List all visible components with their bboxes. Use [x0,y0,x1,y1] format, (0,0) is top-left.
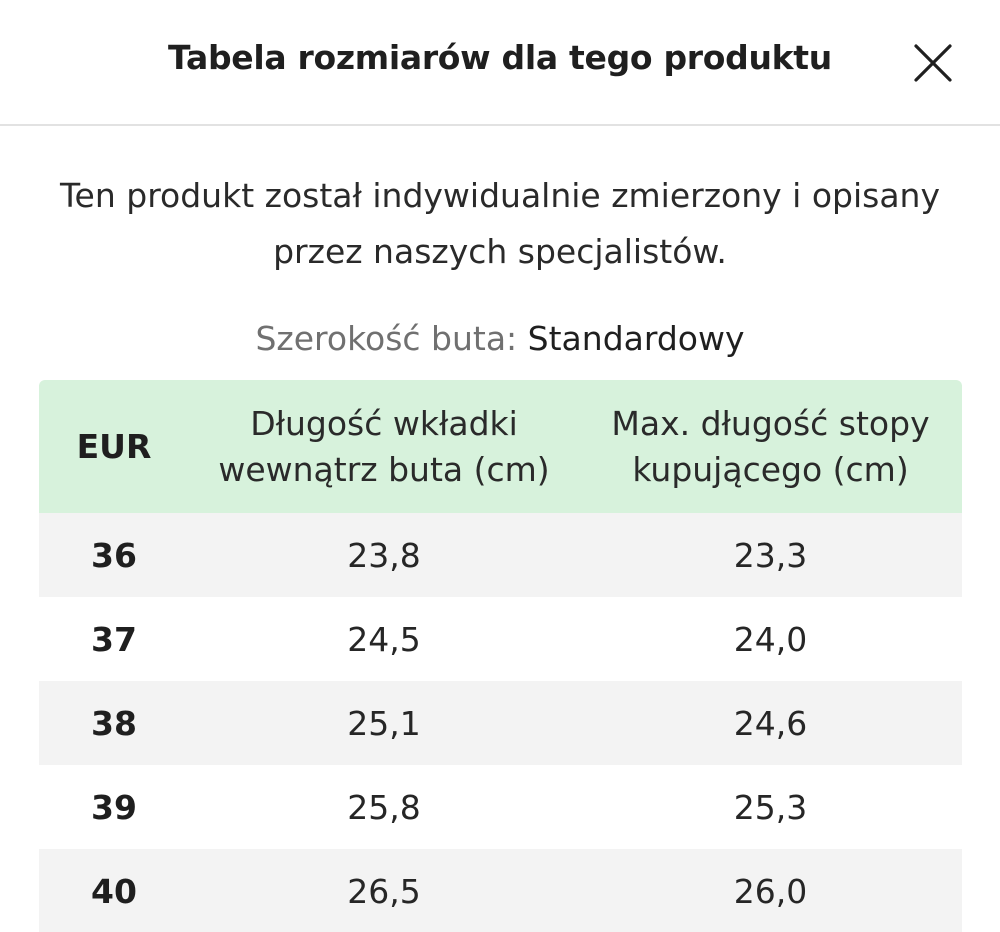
table-row: 38 25,1 24,6 [39,681,962,765]
insole-length-cell: 24,5 [347,619,421,659]
eur-size-cell: 37 [91,619,137,659]
close-icon [914,44,952,82]
insole-length-cell: 25,8 [347,787,421,827]
eur-size-cell: 39 [91,787,137,827]
insole-length-cell: 25,1 [347,703,421,743]
table-row: 40 26,5 26,0 [39,849,962,932]
foot-length-cell: 24,0 [733,619,808,659]
table-row: 39 25,8 25,3 [39,765,962,849]
foot-length-cell: 24,6 [733,703,808,743]
size-table: EUR Długość wkładki wewnątrz buta (cm) M… [39,380,962,932]
size-table-header-row: EUR Długość wkładki wewnątrz buta (cm) M… [39,380,962,513]
column-header-foot-line-2: kupującego (cm) [632,449,909,489]
column-header-insole-line-2: wewnątrz buta (cm) [218,449,550,489]
shoe-width-value: Standardowy [527,319,745,358]
column-header-insole-length: Długość wkładki wewnątrz buta (cm) [189,380,579,513]
shoe-width-info: Szerokość buta: Standardowy [0,314,1000,364]
insole-length-cell: 23,8 [347,535,421,575]
table-row: 37 24,5 24,0 [39,597,962,681]
eur-size-cell: 40 [91,871,137,911]
foot-length-cell: 23,3 [733,535,808,575]
close-button[interactable] [908,38,958,88]
column-header-insole-line-1: Długość wkładki [250,403,518,443]
modal-title: Tabela rozmiarów dla tego produktu [168,38,832,77]
table-row: 36 23,8 23,3 [39,513,962,597]
column-header-max-foot-length: Max. długość stopy kupującego (cm) [579,380,962,513]
product-description: Ten produkt został indywidualnie zmierzo… [20,168,980,280]
column-header-foot-line-1: Max. długość stopy [611,403,930,443]
modal-header: Tabela rozmiarów dla tego produktu [0,0,1000,126]
eur-size-cell: 36 [91,535,137,575]
insole-length-cell: 26,5 [347,871,421,911]
foot-length-cell: 25,3 [733,787,808,827]
eur-size-cell: 38 [91,703,137,743]
column-header-eur-label: EUR [76,426,152,466]
size-table-container: EUR Długość wkładki wewnątrz buta (cm) M… [39,380,962,932]
column-header-eur: EUR [39,380,189,513]
description-line-1: Ten produkt został indywidualnie zmierzo… [60,176,940,215]
shoe-width-label: Szerokość buta: [255,319,518,358]
foot-length-cell: 26,0 [733,871,808,911]
description-line-2: przez naszych specjalistów. [273,232,727,271]
